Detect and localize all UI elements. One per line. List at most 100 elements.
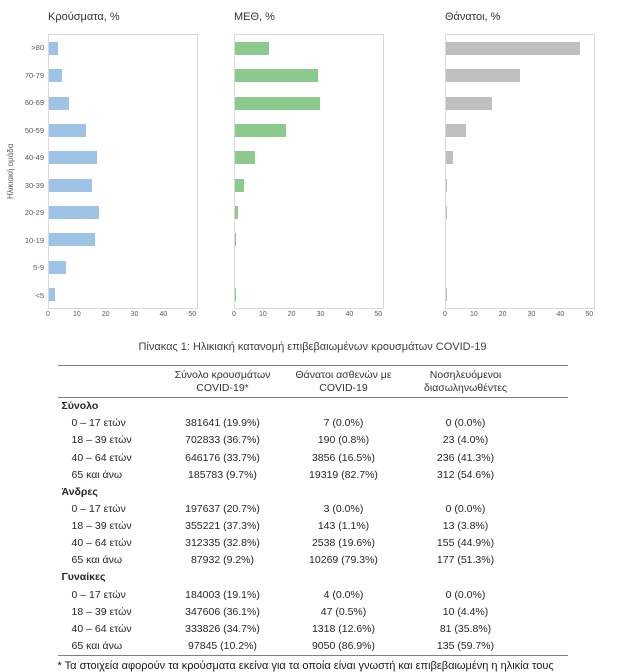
bar [49, 233, 95, 247]
bar-row [49, 199, 197, 226]
spacer-cell [527, 450, 568, 467]
plot-area-deaths [445, 34, 595, 309]
col-header-cases: Σύνολο κρουσμάτων COVID-19* [174, 369, 271, 394]
bar-row [235, 117, 383, 144]
bar-row [49, 253, 197, 280]
section-row: Σύνολο [58, 398, 568, 416]
bar-row [446, 117, 594, 144]
bar [235, 151, 255, 165]
x-tick-label: 20 [101, 311, 110, 318]
value-cell: 3856 (16.5%) [311, 451, 376, 464]
value-cell: 2538 (19.6%) [311, 537, 376, 550]
value-cell: 177 (51.3%) [436, 554, 495, 567]
bar [235, 205, 238, 219]
age-range-label: 18 – 39 ετών [71, 520, 132, 533]
x-tick-label: 10 [469, 311, 478, 318]
bar [49, 124, 86, 138]
bar-row [446, 35, 594, 62]
bar [235, 233, 237, 247]
age-range-label: 40 – 64 ετών [71, 451, 132, 464]
x-tick-label: 0 [443, 311, 447, 318]
chart-cases: Κρούσματα, % 0 10 20 30 40 50 [46, 10, 198, 325]
section-label: Άνδρες [61, 485, 98, 498]
value-cell: 3 (0.0%) [323, 502, 364, 515]
header-row: Σύνολο κρουσμάτων COVID-19* Θάνατοι ασθε… [57, 365, 568, 398]
bar [446, 42, 580, 56]
value-cell: 10269 (79.3%) [309, 554, 378, 567]
section-row: Γυναίκες [58, 569, 568, 586]
plot-area-cases [48, 34, 198, 309]
section-row: Άνδρες [58, 484, 568, 501]
bar-row [235, 62, 383, 89]
chart-deaths: Θάνατοι, % 0 10 20 30 40 50 [443, 10, 595, 325]
value-cell: 135 (59.7%) [436, 639, 495, 652]
col-header-empty [58, 366, 163, 398]
col-header-spacer [527, 366, 568, 398]
section-label: Γυναίκες [61, 571, 106, 584]
bar-row [49, 35, 197, 62]
age-group-label: >80 [31, 43, 44, 53]
bar [235, 69, 318, 83]
x-tick-label: 20 [498, 311, 507, 318]
x-tick-label: 0 [232, 311, 236, 318]
bar [446, 124, 466, 138]
age-range-label: 0 – 17 ετών [71, 588, 126, 601]
age-group-label: 30-39 [24, 180, 44, 190]
value-cell: 10 (4.4%) [442, 605, 489, 618]
value-cell: 19319 (82.7%) [309, 468, 378, 481]
table-caption: Πίνακας 1: Ηλικιακή κατανομή επιβεβαιωμέ… [138, 341, 487, 353]
bar [235, 42, 270, 56]
age-range-label: 65 και άνω [71, 468, 123, 481]
x-axis-cases: 0 10 20 30 40 50 [46, 311, 198, 325]
chart-title-icu: ΜΕΘ, % [234, 11, 275, 23]
x-tick-label: 50 [585, 311, 594, 318]
age-range-label: 18 – 39 ετών [71, 434, 132, 447]
age-range-label: 65 και άνω [71, 639, 123, 652]
bar-row [446, 281, 594, 308]
table-row: 40 – 64 ετών 646176 (33.7%) 3856 (16.5%) 23… [58, 450, 568, 467]
value-cell: 312335 (32.8%) [185, 537, 260, 550]
age-group-label: <5 [35, 290, 44, 300]
table-row: 18 – 39 ετών 347606 (36.1%) 47 (0.5%) 10 (4… [58, 604, 568, 621]
bar-row [49, 281, 197, 308]
value-cell: 9050 (86.9%) [311, 639, 376, 652]
x-tick-label: 30 [316, 311, 325, 318]
bar [446, 205, 447, 219]
bar [446, 69, 520, 83]
bar [49, 287, 55, 301]
spacer-cell [527, 432, 568, 449]
bar-row [235, 171, 383, 198]
value-cell: 347606 (36.1%) [185, 605, 260, 618]
x-tick-label: 40 [345, 311, 354, 318]
bar-row [446, 171, 594, 198]
spacer-cell [527, 518, 568, 535]
bar [235, 124, 287, 138]
y-axis-label: Ηλικιακή ομάδα [6, 143, 15, 200]
table-row: 18 – 39 ετών 702833 (36.7%) 190 (0.8%) 23 (… [58, 432, 568, 449]
x-axis-deaths: 0 10 20 30 40 50 [443, 311, 595, 325]
stats-table-body: Σύνολο 0 – 17 ετών 381641 (19.9%) 7 (0.0%) 0… [57, 398, 568, 656]
value-cell: 702833 (36.7%) [185, 434, 260, 447]
bar-row [235, 226, 383, 253]
section-label: Σύνολο [61, 400, 99, 413]
age-group-label: 60-69 [24, 98, 44, 108]
bar-row [49, 171, 197, 198]
age-range-label: 0 – 17 ετών [71, 502, 126, 515]
table-row: 0 – 17 ετών 197637 (20.7%) 3 (0.0%) 0 (0.0%… [58, 501, 568, 518]
value-cell: 0 (0.0%) [445, 417, 486, 430]
bar [235, 287, 237, 301]
x-tick-label: 40 [556, 311, 565, 318]
col-header-deaths: Θάνατοι ασθενών με COVID-19 [295, 369, 392, 394]
col-header-intubated: Νοσηλευόμενοι διασωληνωθέντες [424, 369, 507, 394]
age-group-label: 10-19 [24, 235, 44, 245]
table-row: 0 – 17 ετών 184003 (19.1%) 4 (0.0%) 0 (0.0%… [58, 587, 568, 604]
table-row: 18 – 39 ετών 355221 (37.3%) 143 (1.1%) 13 (… [58, 518, 568, 535]
spacer-cell [527, 415, 568, 432]
spacer-cell [527, 552, 568, 569]
value-cell: 1318 (12.6%) [311, 622, 376, 635]
x-tick-label: 40 [159, 311, 168, 318]
spacer-cell [527, 501, 568, 518]
value-cell: 13 (3.8%) [442, 520, 489, 533]
bar-row [49, 144, 197, 171]
bar [446, 287, 447, 301]
